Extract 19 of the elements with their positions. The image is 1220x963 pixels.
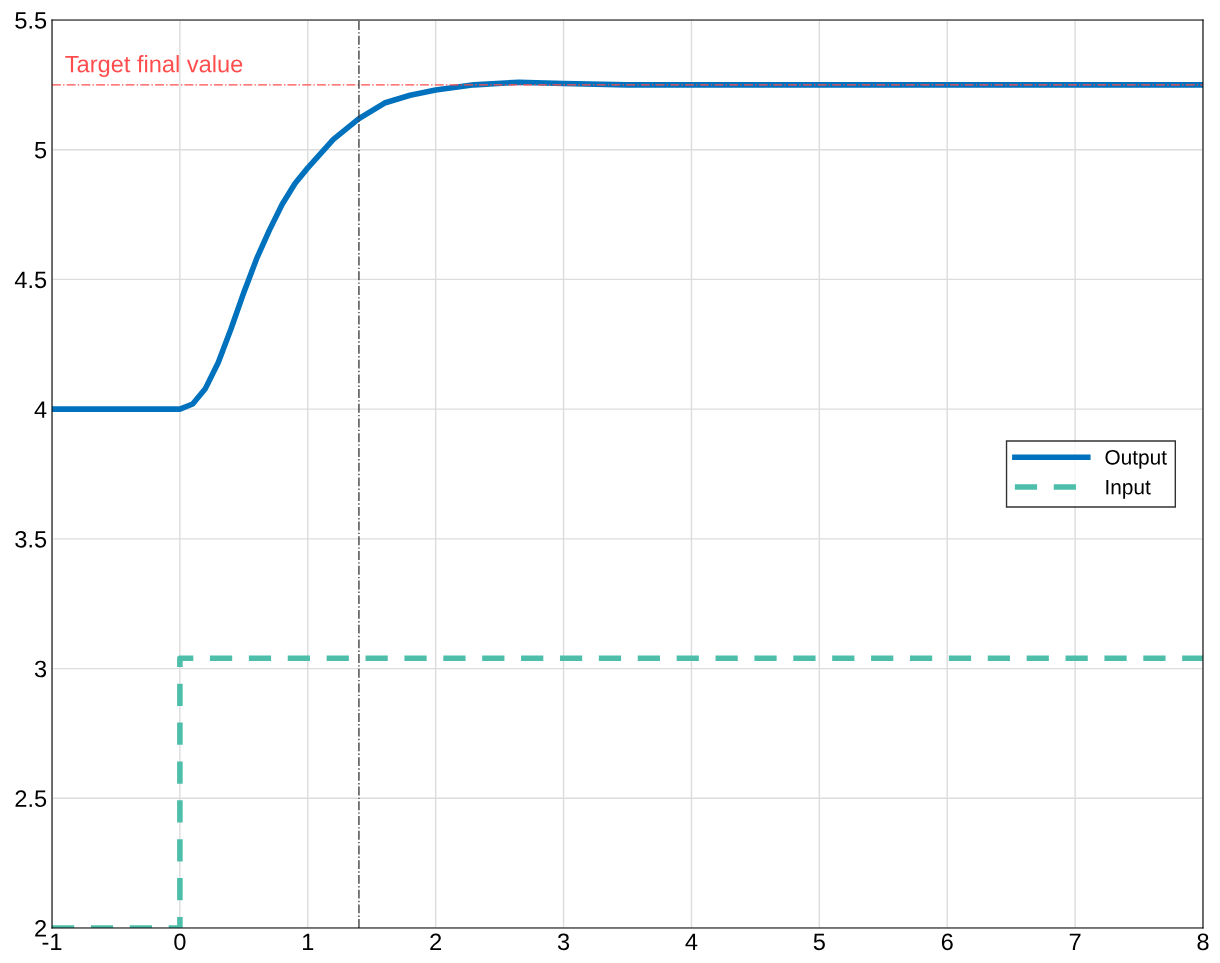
x-tick-label: 5 <box>813 933 825 951</box>
y-tick-label: 5.5 <box>15 12 47 29</box>
y-tick-label: 5 <box>34 142 47 159</box>
x-tick-label: 3 <box>557 933 570 951</box>
x-tick-label: 6 <box>941 933 953 951</box>
x-tick-label: 1 <box>303 933 314 950</box>
y-tick-label: 4.5 <box>14 271 47 289</box>
x-tick-label: 0 <box>174 933 186 951</box>
legend-label: Output <box>1105 449 1167 469</box>
ref-line-label: Target final value <box>65 55 243 78</box>
legend-label: Input <box>1106 479 1151 499</box>
x-tick-label: 4 <box>685 933 698 950</box>
y-tick-label: 2.5 <box>15 790 47 808</box>
x-tick-label: 7 <box>1069 933 1081 950</box>
x-tick-label: 8 <box>1197 933 1209 951</box>
x-tick-label: 2 <box>430 933 442 950</box>
y-tick-label: 3 <box>34 660 47 678</box>
y-tick-label: 3.5 <box>15 530 47 548</box>
y-tick-label: 4 <box>34 401 47 418</box>
